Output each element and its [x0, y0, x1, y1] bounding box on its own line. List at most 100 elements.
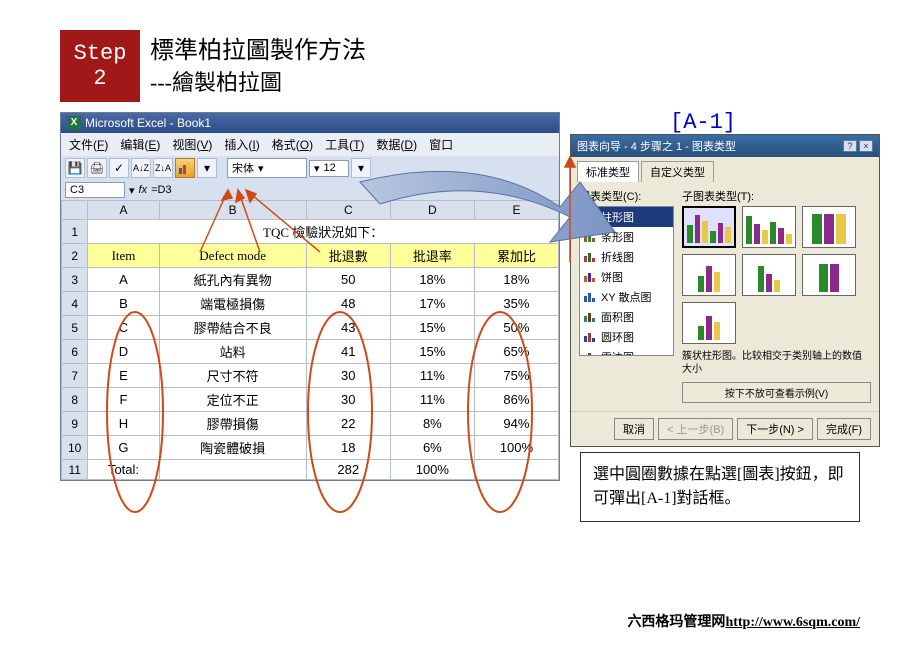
finish-button[interactable]: 完成(F) [817, 418, 871, 440]
col-d[interactable]: D [390, 201, 474, 220]
row-hdr[interactable]: 8 [62, 388, 88, 412]
cell[interactable]: 8% [390, 412, 474, 436]
cell[interactable]: F [88, 388, 159, 412]
cell[interactable]: 膠帶結合不良 [159, 316, 306, 340]
subchart-thumb[interactable] [802, 254, 856, 296]
cell[interactable]: 11% [390, 388, 474, 412]
subchart-thumb[interactable] [682, 206, 736, 248]
menu-item[interactable]: 窗口 [425, 135, 457, 154]
cell[interactable]: 紙孔內有異物 [159, 268, 306, 292]
dropdown2-icon[interactable]: ▾ [351, 158, 371, 178]
subchart-thumb[interactable] [802, 206, 856, 248]
row-hdr[interactable]: 4 [62, 292, 88, 316]
menu-item[interactable]: 文件(F) [65, 135, 112, 154]
row-hdr[interactable]: 9 [62, 412, 88, 436]
row-hdr[interactable]: 2 [62, 244, 88, 268]
cell[interactable]: A [88, 268, 159, 292]
menu-item[interactable]: 工具(T) [321, 135, 368, 154]
row-hdr[interactable]: 3 [62, 268, 88, 292]
cell[interactable]: 15% [390, 316, 474, 340]
col-a[interactable]: A [88, 201, 159, 220]
sort-desc-icon[interactable]: Z↓A [153, 158, 173, 178]
formula-text[interactable]: =D3 [151, 184, 172, 196]
cell[interactable]: 43 [306, 316, 390, 340]
total-pct[interactable]: 100% [390, 460, 474, 480]
cell[interactable]: D [88, 340, 159, 364]
chart-wizard-button[interactable] [175, 158, 195, 178]
row-hdr[interactable]: 5 [62, 316, 88, 340]
col-b[interactable]: B [159, 201, 306, 220]
cell[interactable]: G [88, 436, 159, 460]
row-hdr[interactable]: 6 [62, 340, 88, 364]
cell[interactable]: 100% [474, 436, 558, 460]
cell[interactable]: 48 [306, 292, 390, 316]
row-hdr[interactable]: 7 [62, 364, 88, 388]
cell[interactable]: 75% [474, 364, 558, 388]
cell[interactable]: 陶瓷體破損 [159, 436, 306, 460]
hdr-item[interactable]: Item [88, 244, 159, 268]
footer-link[interactable]: http://www.6sqm.com/ [725, 615, 860, 630]
col-c[interactable]: C [306, 201, 390, 220]
chart-type-item[interactable]: 面积图 [580, 307, 673, 327]
cell[interactable]: 94% [474, 412, 558, 436]
cell[interactable]: 17% [390, 292, 474, 316]
cell[interactable]: 端電極損傷 [159, 292, 306, 316]
save-icon[interactable]: 💾 [65, 158, 85, 178]
cell[interactable]: 35% [474, 292, 558, 316]
font-name-box[interactable]: 宋体▾ [227, 158, 307, 178]
menu-item[interactable]: 数据(D) [372, 135, 421, 154]
cell[interactable]: 15% [390, 340, 474, 364]
hdr-cum[interactable]: 累加比 [474, 244, 558, 268]
preview-button[interactable]: 按下不放可查看示例(V) [682, 382, 871, 403]
cell[interactable]: 站料 [159, 340, 306, 364]
cell[interactable]: E [88, 364, 159, 388]
help-icon[interactable]: ? [843, 140, 857, 152]
cell[interactable]: 30 [306, 364, 390, 388]
sort-asc-icon[interactable]: A↓Z [131, 158, 151, 178]
font-size-box[interactable]: ▾ 12 [309, 160, 349, 177]
menu-item[interactable]: 格式(O) [268, 135, 317, 154]
hdr-qty[interactable]: 批退數 [306, 244, 390, 268]
chart-type-item[interactable]: 折线图 [580, 247, 673, 267]
subchart-thumb[interactable] [682, 302, 736, 344]
spell-icon[interactable]: ✓ [109, 158, 129, 178]
row-hdr[interactable]: 11 [62, 460, 88, 480]
cell[interactable]: H [88, 412, 159, 436]
dropdown-icon[interactable]: ▾ [197, 158, 217, 178]
cell[interactable]: 22 [306, 412, 390, 436]
total-sum[interactable]: 282 [306, 460, 390, 480]
hdr-rate[interactable]: 批退率 [390, 244, 474, 268]
section-title[interactable]: TQC 檢驗狀況如下： [88, 220, 559, 244]
cell[interactable]: 18% [390, 268, 474, 292]
cell[interactable]: 65% [474, 340, 558, 364]
tab-custom[interactable]: 自定义类型 [641, 161, 714, 182]
row-hdr[interactable]: 1 [62, 220, 88, 244]
cell[interactable]: C [88, 316, 159, 340]
cancel-button[interactable]: 取消 [614, 418, 654, 440]
subchart-thumb[interactable] [742, 206, 796, 248]
total-label[interactable]: Total: [88, 460, 159, 480]
cell[interactable]: 18 [306, 436, 390, 460]
close-icon[interactable]: × [859, 140, 873, 152]
cell[interactable]: 30 [306, 388, 390, 412]
cell[interactable]: 尺寸不符 [159, 364, 306, 388]
cell[interactable]: 11% [390, 364, 474, 388]
menu-item[interactable]: 插入(I) [220, 135, 263, 154]
cell[interactable]: 定位不正 [159, 388, 306, 412]
cell[interactable]: B [88, 292, 159, 316]
cell[interactable]: 41 [306, 340, 390, 364]
print-icon[interactable]: 🖨 [87, 158, 107, 178]
chart-type-item[interactable]: 圆环图 [580, 327, 673, 347]
subchart-thumb[interactable] [682, 254, 736, 296]
row-hdr[interactable]: 10 [62, 436, 88, 460]
chart-type-item[interactable]: 柱形图 [580, 207, 673, 227]
hdr-mode[interactable]: Defect mode [159, 244, 306, 268]
cell[interactable]: 18% [474, 268, 558, 292]
cell[interactable]: 50% [474, 316, 558, 340]
chart-type-item[interactable]: 饼图 [580, 267, 673, 287]
name-box[interactable]: C3 [65, 182, 125, 198]
cell[interactable]: 50 [306, 268, 390, 292]
chart-type-item[interactable]: XY 散点图 [580, 287, 673, 307]
chart-type-item[interactable]: 条形图 [580, 227, 673, 247]
col-e[interactable]: E [474, 201, 558, 220]
